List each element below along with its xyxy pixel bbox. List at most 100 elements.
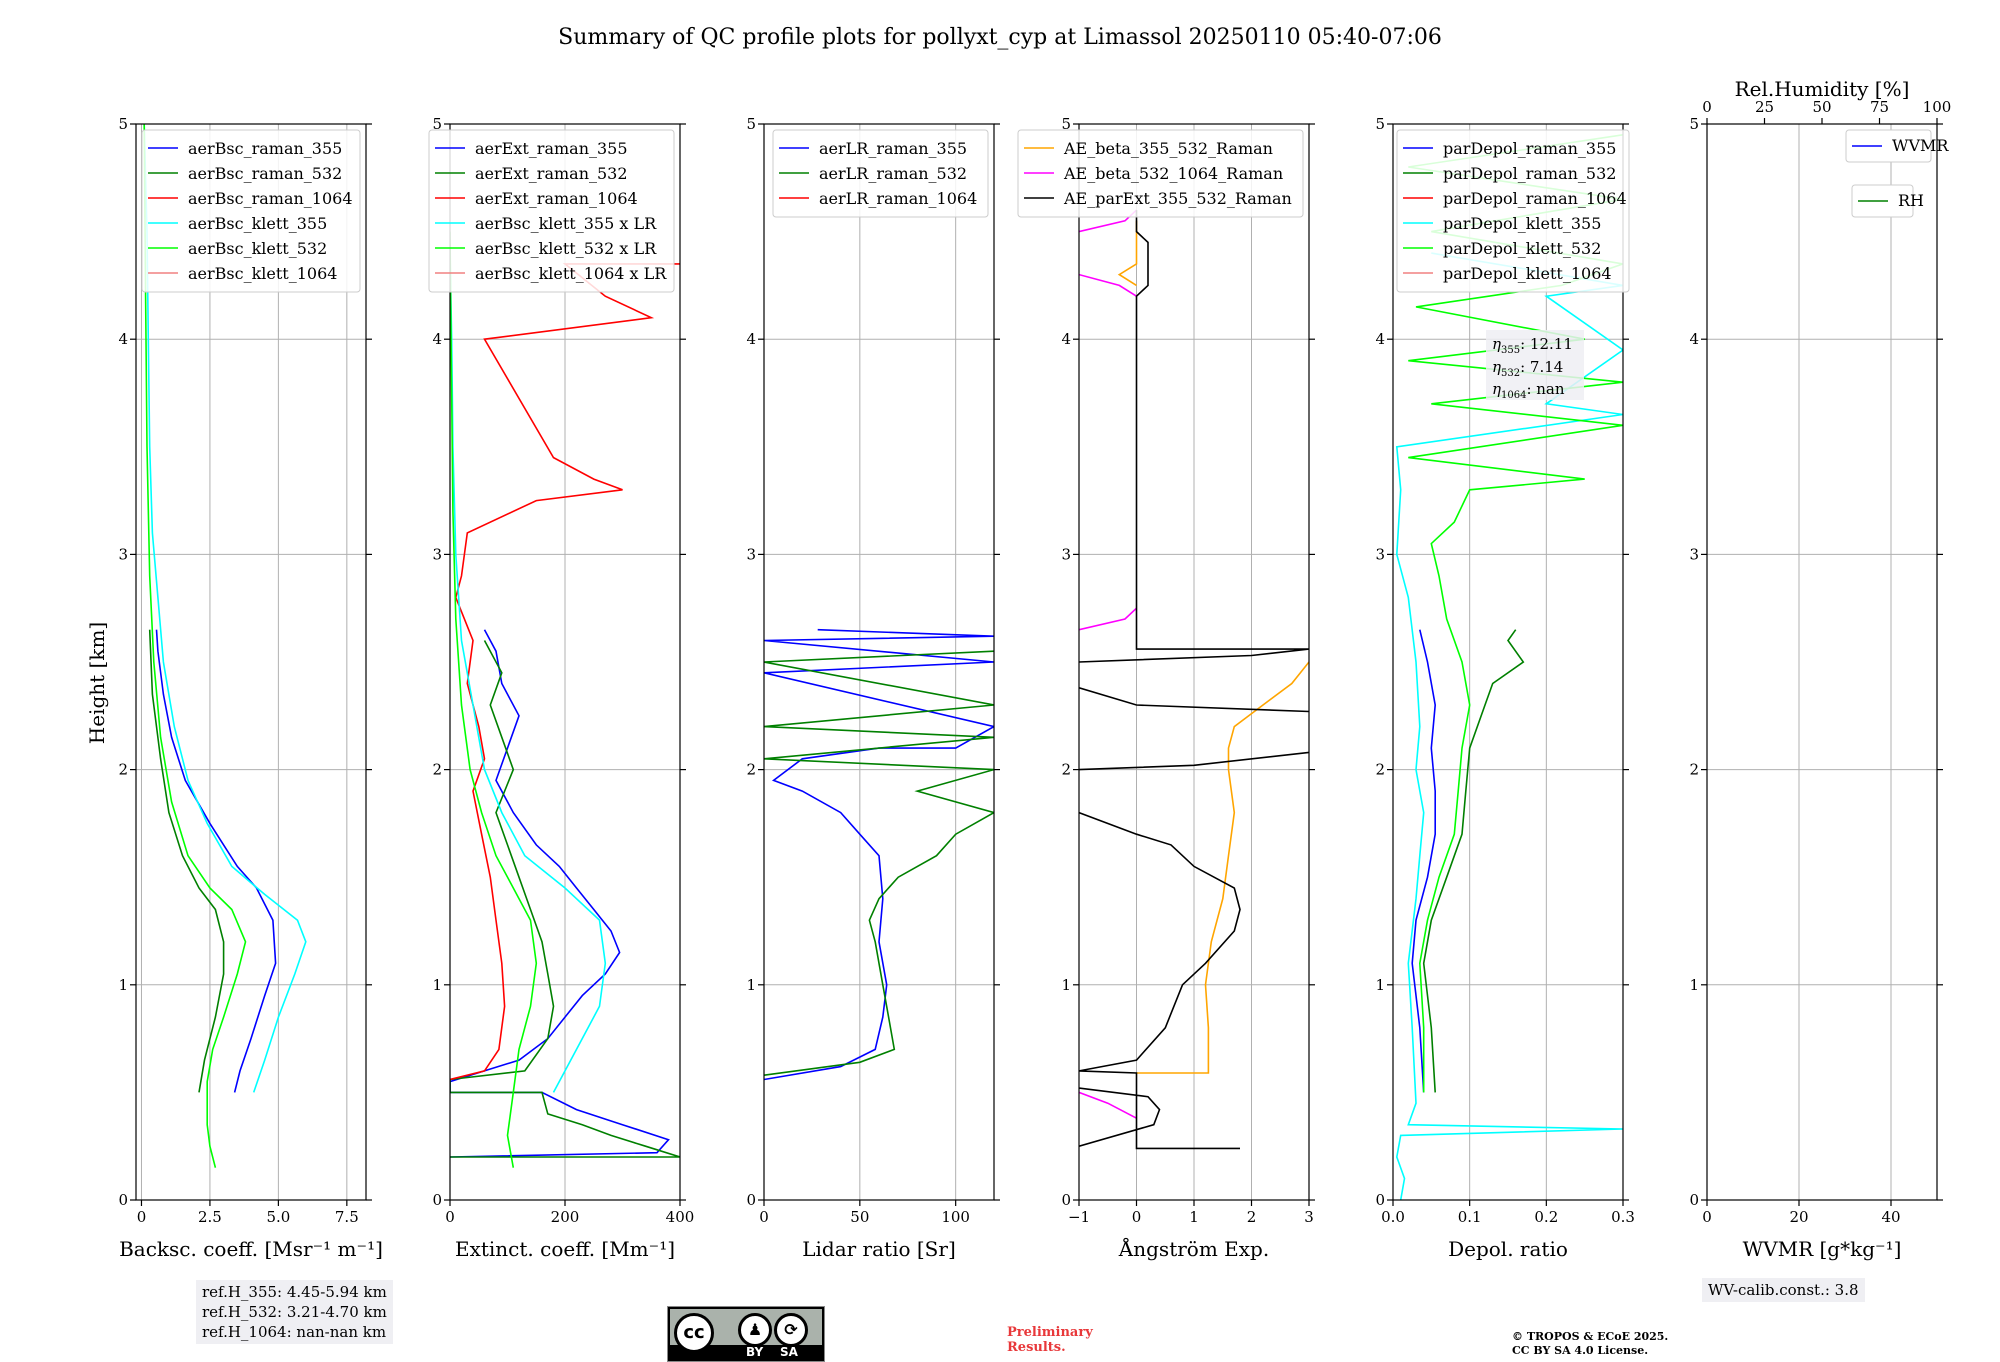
legend-entry-label: parDepol_klett_355 <box>1443 214 1601 233</box>
x2-axis-label: Rel.Humidity [%] <box>1735 77 1910 101</box>
y-tick-label: 1 <box>432 976 442 994</box>
ref-height-355: ref.H_355: 4.45-5.94 km <box>202 1283 387 1301</box>
share-alike-icon: ⟳ <box>774 1313 808 1347</box>
legend-entry-label: AE_beta_355_532_Raman <box>1063 139 1273 158</box>
eta-annotation: η355: 12.11 η532: 7.14 η1064: nan <box>1486 330 1584 401</box>
wv-calibration-text: WV-calib.const.: 3.8 <box>1708 1281 1859 1299</box>
legend-entry-label: aerLR_raman_532 <box>819 164 967 183</box>
x-tick-label: 2.5 <box>198 1208 222 1226</box>
y-tick-label: 1 <box>1375 976 1385 994</box>
panel-2: 0 1 2 3 4 5 0 200 400 Extinct. coeff. [Mm⁻¹] aerEx… <box>428 115 694 1261</box>
figure-title: Summary of QC profile plots for pollyxt_… <box>558 25 1442 50</box>
eta-532: η532: 7.14 <box>1492 358 1563 379</box>
legend-entry-label: aerBsc_klett_355 <box>188 214 327 233</box>
series-line-ae-beta-355-532-raman <box>1117 220 1309 1074</box>
y-tick-label: 5 <box>432 115 442 133</box>
y-tick-label: 0 <box>1061 1191 1071 1209</box>
reference-height-box: ref.H_355: 4.45-5.94 km ref.H_532: 3.21-… <box>196 1280 393 1344</box>
legend-box <box>1396 129 1630 293</box>
y-tick-label: 3 <box>1689 545 1699 563</box>
x-tick-label: 3 <box>1304 1208 1314 1226</box>
series-line-aerlr-raman-532 <box>764 650 994 1076</box>
copyright-note: © TROPOS & ECoE 2025. CC BY SA 4.0 Licen… <box>1512 1330 1668 1358</box>
wv-calibration-box: WV-calib.const.: 3.8 <box>1702 1278 1865 1302</box>
x-axis-label: WVMR [g*kg⁻¹] <box>1743 1237 1902 1261</box>
y-tick-label: 2 <box>746 761 756 779</box>
cc-icon: cc <box>674 1313 714 1353</box>
legend-entry-label: aerBsc_raman_532 <box>188 164 342 183</box>
x2-tick-label: 75 <box>1870 98 1889 116</box>
y-axis-label: Height [km] <box>85 622 109 744</box>
x-tick-label: 0 <box>1132 1208 1142 1226</box>
series-line-aerlr-raman-355 <box>764 628 994 1081</box>
preliminary-line-2: Results. <box>1007 1340 1066 1355</box>
legend-entry-label: parDepol_klett_1064 <box>1443 264 1612 283</box>
y-tick-label: 1 <box>118 976 128 994</box>
y-tick-label: 3 <box>746 545 756 563</box>
preliminary-results-note: Preliminary Results. <box>1007 1325 1093 1355</box>
series-line-aerbsc-raman-355 <box>155 629 277 1093</box>
legend-entry-label: aerBsc_klett_1064 <box>188 264 337 283</box>
y-tick-label: 3 <box>118 545 128 563</box>
x-tick-label: 2 <box>1247 1208 1257 1226</box>
x-tick-label: 0 <box>1702 1208 1712 1226</box>
eta-1064: η1064: nan <box>1492 380 1565 401</box>
copyright-line-2: CC BY SA 4.0 License. <box>1512 1344 1649 1357</box>
legend-entry-label: aerBsc_klett_532 x LR <box>475 239 657 258</box>
series-line-aerbsc-klett-532-x-lr <box>450 231 538 1168</box>
y-tick-label: 5 <box>1061 115 1071 133</box>
legend-entry-label: aerBsc_klett_1064 x LR <box>475 264 667 283</box>
legend-entry-label: aerBsc_raman_355 <box>188 139 342 158</box>
y-tick-label: 0 <box>1689 1191 1699 1209</box>
x-tick-label: 5.0 <box>266 1208 290 1226</box>
legend-entry-label: aerLR_raman_355 <box>819 139 967 158</box>
y-tick-label: 2 <box>1375 761 1385 779</box>
eta-355: η355: 12.11 <box>1492 335 1573 356</box>
x-tick-label: 0.3 <box>1611 1208 1635 1226</box>
legend-entry-label: parDepol_raman_1064 <box>1443 189 1627 208</box>
y-tick-label: 0 <box>118 1191 128 1209</box>
legend-box <box>141 129 361 293</box>
legend-entry-label: aerBsc_raman_1064 <box>188 189 353 208</box>
y-tick-label: 2 <box>1689 761 1699 779</box>
y-tick-label: 4 <box>746 330 756 348</box>
series-line-aerbsc-klett-532 <box>143 124 247 1168</box>
legend-entry-label: aerBsc_klett_355 x LR <box>475 214 657 233</box>
y-tick-label: 0 <box>1375 1191 1385 1209</box>
y-tick-label: 4 <box>1061 330 1071 348</box>
x-axis-label: Lidar ratio [Sr] <box>802 1237 956 1261</box>
legend-box <box>1845 129 1932 163</box>
legend-entry-label: aerBsc_klett_532 <box>188 239 327 258</box>
x-tick-label: 0 <box>759 1208 769 1226</box>
x-axis-label: Depol. ratio <box>1448 1237 1568 1261</box>
legend-entry-label: aerExt_raman_532 <box>475 164 628 183</box>
x-tick-label: 0 <box>445 1208 455 1226</box>
series-line-pardepol-raman-532 <box>1422 629 1525 1093</box>
legend-entry-label: WVMR <box>1892 136 1949 155</box>
x2-tick-label: 50 <box>1812 98 1831 116</box>
x-tick-label: 0.1 <box>1458 1208 1482 1226</box>
series-line-aerext-raman-1064 <box>450 263 680 1081</box>
y-tick-label: 1 <box>746 976 756 994</box>
legend-entry-label: parDepol_klett_532 <box>1443 239 1601 258</box>
legend-box <box>772 129 989 218</box>
legend-entry-label: parDepol_raman_532 <box>1443 164 1616 183</box>
cc-by-label: BY <box>746 1345 764 1359</box>
series-line-pardepol-klett-355 <box>1395 252 1623 1200</box>
axes-frame <box>135 123 367 1201</box>
y-tick-label: 4 <box>1689 330 1699 348</box>
y-tick-label: 2 <box>118 761 128 779</box>
y-tick-label: 5 <box>1375 115 1385 133</box>
y-tick-label: 1 <box>1689 976 1699 994</box>
x2-tick-label: 0 <box>1702 98 1712 116</box>
y-tick-label: 2 <box>1061 761 1071 779</box>
y-tick-label: 4 <box>1375 330 1385 348</box>
legend-entry-label: aerExt_raman_1064 <box>475 189 638 208</box>
x-tick-label: 20 <box>1789 1208 1808 1226</box>
x-tick-label: 40 <box>1881 1208 1900 1226</box>
x-axis-label: Backsc. coeff. [Msr⁻¹ m⁻¹] <box>119 1237 383 1261</box>
